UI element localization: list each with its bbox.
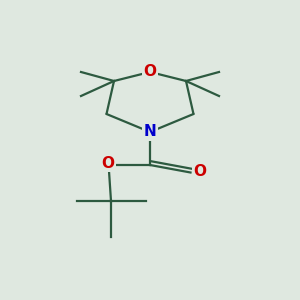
Text: O: O — [101, 156, 115, 171]
Text: N: N — [144, 124, 156, 140]
Text: O: O — [143, 64, 157, 80]
Text: O: O — [193, 164, 206, 178]
